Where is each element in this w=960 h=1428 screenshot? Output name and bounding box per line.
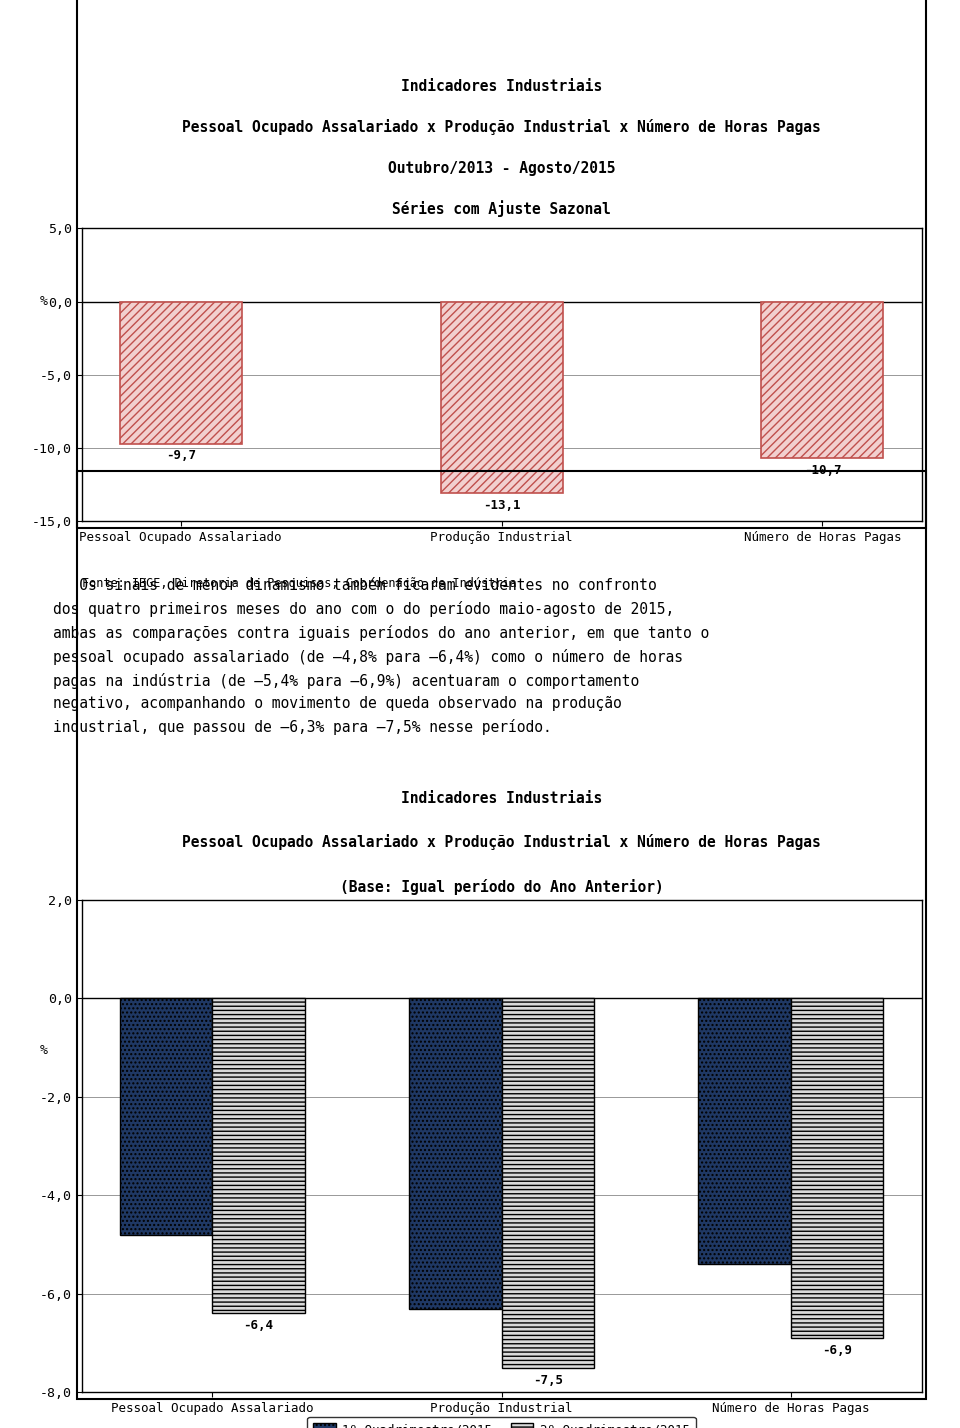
Bar [409,998,501,1308]
Text: -6,9: -6,9 [822,1344,852,1357]
Text: -13,1: -13,1 [483,500,520,513]
Text: -6,3: -6,3 [441,1314,470,1328]
Text: Fonte: IBGE, Diretoria de Pesquisas, Coordenação de Indústria: Fonte: IBGE, Diretoria de Pesquisas, Coo… [82,577,516,590]
Bar [791,998,883,1338]
Bar [501,998,594,1368]
Bar [761,301,883,458]
Text: -7,5: -7,5 [533,1374,563,1387]
Text: Indicadores Industriais: Indicadores Industriais [401,79,602,94]
Bar [120,998,212,1235]
Y-axis label: %: % [39,1044,48,1057]
Bar [698,998,791,1264]
Legend: 1º Quadrimestre/2015, 2º Quadrimestre/2015: 1º Quadrimestre/2015, 2º Quadrimestre/20… [307,1417,696,1428]
Text: -6,4: -6,4 [244,1319,274,1332]
Text: Séries com Ajuste Sazonal: Séries com Ajuste Sazonal [393,200,611,217]
Text: Os sinais de menor dinamismo também ficaram evidentes no confronto
dos quatro pr: Os sinais de menor dinamismo também fica… [53,578,709,734]
Text: -10,7: -10,7 [804,464,841,477]
Text: Pessoal Ocupado Assalariado x Produção Industrial x Número de Horas Pagas: Pessoal Ocupado Assalariado x Produção I… [182,119,821,134]
Bar [212,998,305,1314]
Text: -9,7: -9,7 [166,450,196,463]
Bar [120,301,242,444]
Y-axis label: %: % [39,294,48,307]
Bar [441,301,563,494]
Text: -5,4: -5,4 [730,1269,759,1284]
Text: Indicadores Industriais: Indicadores Industriais [401,791,602,805]
Text: Pessoal Ocupado Assalariado x Produção Industrial x Número de Horas Pagas: Pessoal Ocupado Assalariado x Produção I… [182,834,821,850]
Text: -4,8: -4,8 [151,1241,181,1254]
Text: (Base: Igual período do Ano Anterior): (Base: Igual período do Ano Anterior) [340,878,663,895]
Text: Outubro/2013 - Agosto/2015: Outubro/2013 - Agosto/2015 [388,161,615,176]
